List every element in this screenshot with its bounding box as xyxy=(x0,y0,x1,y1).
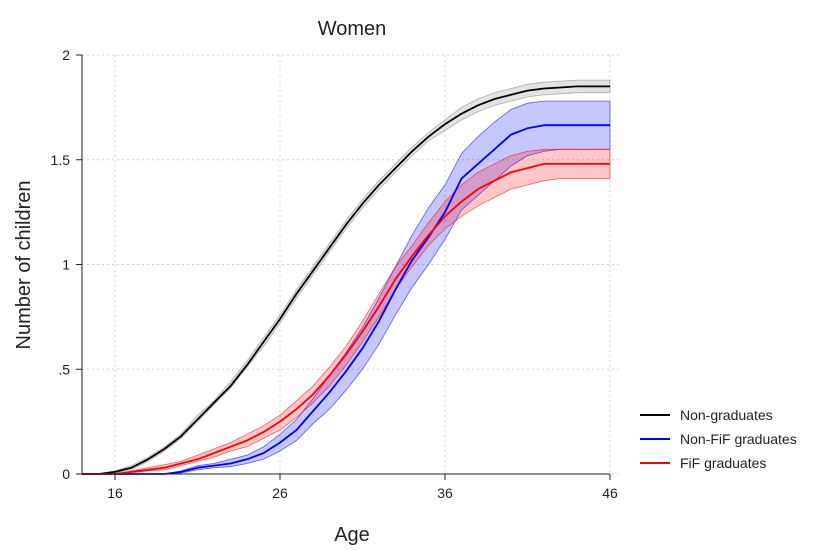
legend-label: Non-graduates xyxy=(680,407,773,423)
series-lines xyxy=(82,85,610,475)
series-line-non-fif-graduates xyxy=(82,124,610,475)
axes: 0 .5 1 1.5 2 16 26 36 46 xyxy=(51,47,618,501)
legend: Non-graduates Non-FiF graduates FiF gradua… xyxy=(640,407,797,471)
series-line-fif-graduates xyxy=(82,162,610,475)
y-tick-label: 1 xyxy=(62,257,70,273)
y-tick-label: .5 xyxy=(58,361,70,377)
y-tick-label: 0 xyxy=(62,466,70,482)
legend-label: FiF graduates xyxy=(680,455,766,471)
x-tick-label: 26 xyxy=(272,485,288,501)
x-tick-label: 36 xyxy=(437,485,453,501)
x-axis-title: Age xyxy=(334,524,370,546)
series-line-non-graduates xyxy=(82,85,610,475)
x-tick-label: 16 xyxy=(107,485,123,501)
legend-label: Non-FiF graduates xyxy=(680,431,797,447)
y-tick-label: 1.5 xyxy=(51,152,71,168)
y-axis-title: Number of children xyxy=(13,181,35,350)
chart-title: Women xyxy=(318,18,387,40)
confidence-band-fif-graduates xyxy=(82,148,611,475)
x-tick-label: 46 xyxy=(602,485,618,501)
y-tick-label: 2 xyxy=(62,47,70,63)
confidence-bands xyxy=(82,79,611,475)
